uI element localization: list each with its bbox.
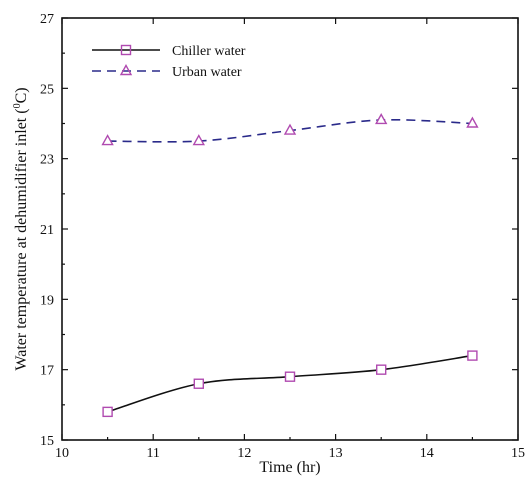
x-axis: 10 11 12 13 14 15 [55,18,525,461]
data-point-urban-water [283,123,297,135]
x-tick-label: 15 [511,446,525,461]
data-point-chiller-water [102,406,113,418]
y-axis: 15 17 19 21 23 25 27 [40,12,518,449]
x-tick-label: 13 [329,446,343,461]
y-axis-title-tail: C) [13,87,30,103]
y-tick-label: 17 [40,364,54,379]
legend-label-urban: Urban water [172,65,242,80]
y-axis-title-main: Water temperature at dehumidifier inlet … [13,108,30,370]
data-point-urban-water [192,134,205,146]
data-point-chiller-water [284,371,296,382]
legend-label-chiller: Chiller water [172,44,246,59]
data-point-urban-water [375,113,388,125]
y-tick-label: 21 [40,223,54,238]
data-point-chiller-water [467,350,478,361]
y-tick-label: 25 [40,82,54,97]
data-point-chiller-water [376,364,387,375]
x-tick-label: 10 [55,446,69,461]
y-tick-label: 23 [40,153,54,168]
legend-marker-urban [119,64,133,76]
series-layer [101,113,479,418]
data-point-chiller-water [193,378,205,389]
data-point-urban-water [466,116,479,128]
legend: Chiller water Urban water [92,44,246,80]
series-line-chiller-water [107,354,473,413]
legend-marker-chiller [120,44,132,56]
y-tick-label: 19 [40,293,54,308]
data-point-urban-water [101,134,114,146]
y-axis-title-superscript: 0 [12,103,23,108]
x-tick-label: 11 [146,446,159,461]
x-tick-label: 14 [420,446,434,461]
y-axis-title: Water temperature at dehumidifier inlet … [12,87,30,370]
x-tick-label: 12 [237,446,251,461]
y-tick-label: 27 [40,12,54,27]
x-axis-title: Time (hr) [259,459,320,476]
y-tick-label: 15 [40,434,54,449]
